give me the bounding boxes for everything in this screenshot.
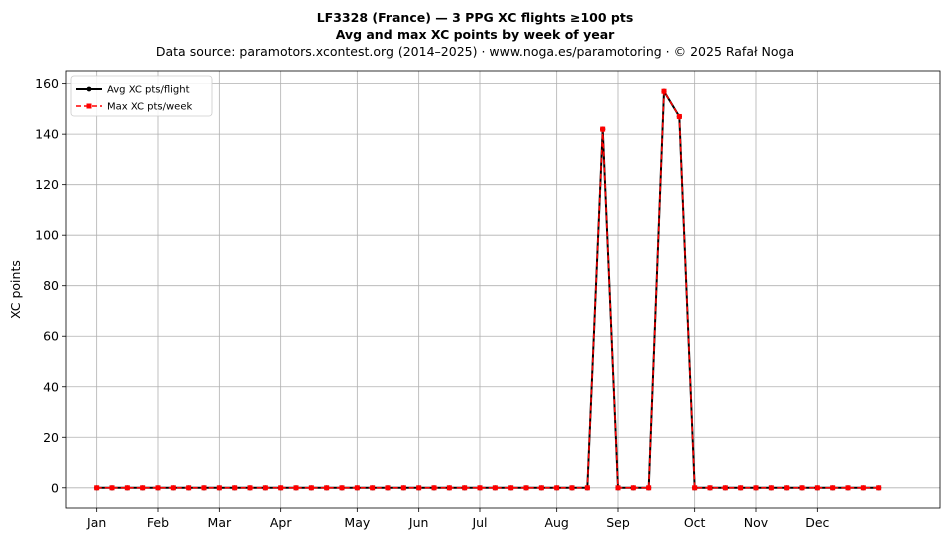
x-tick-label: May (344, 515, 370, 530)
max-data-point (477, 485, 483, 491)
data-source-caption: Data source: paramotors.xcontest.org (20… (155, 44, 795, 59)
max-data-point (308, 485, 314, 491)
x-tick-label: Sep (606, 515, 630, 530)
max-data-point (646, 485, 652, 491)
max-data-point (431, 485, 437, 491)
max-data-point (247, 485, 253, 491)
max-data-point (799, 485, 805, 491)
max-data-point (278, 485, 284, 491)
y-tick-label: 160 (35, 76, 59, 91)
legend: Avg XC pts/flight Max XC pts/week (70, 75, 213, 117)
max-data-point (416, 485, 422, 491)
max-data-point (446, 485, 452, 491)
legend-max-label: Max XC pts/week (107, 102, 192, 113)
max-data-point (354, 485, 360, 491)
max-data-point (538, 485, 544, 491)
max-data-point (293, 485, 299, 491)
max-data-point (385, 485, 391, 491)
max-data-point (201, 485, 207, 491)
max-data-point (615, 485, 621, 491)
max-data-point (845, 485, 851, 491)
max-data-point (492, 485, 498, 491)
max-data-point (584, 485, 590, 491)
max-data-point (707, 485, 713, 491)
max-data-point (186, 485, 192, 491)
avg-series-line (96, 90, 879, 489)
legend-avg-label: Avg XC pts/flight (107, 85, 190, 96)
x-tick-label: Jul (471, 515, 487, 530)
max-data-point (462, 485, 468, 491)
legend-avg-marker (86, 86, 92, 92)
chart-title: LF3328 (France) — 3 PPG XC flights ≥100 … (316, 10, 634, 25)
max-series-line (96, 90, 879, 489)
y-tick-label: 0 (51, 480, 59, 495)
max-data-point (722, 485, 728, 491)
max-data-point (523, 485, 529, 491)
x-tick-label: Feb (147, 515, 169, 530)
x-tick-label: Jan (86, 515, 106, 530)
max-data-point (155, 485, 161, 491)
y-axis-label: XC points (8, 260, 23, 319)
chart-subtitle: Avg and max XC points by week of year (335, 27, 615, 42)
max-data-point (692, 485, 698, 491)
max-data-point (784, 485, 790, 491)
title-block: LF3328 (France) — 3 PPG XC flights ≥100 … (0, 9, 950, 60)
plot-frame (65, 70, 941, 509)
max-data-point (339, 485, 345, 491)
max-data-point (262, 485, 268, 491)
y-tick-label: 80 (43, 278, 59, 293)
max-data-point (876, 485, 882, 491)
max-data-point (109, 485, 115, 491)
x-tick-label: Jun (408, 515, 429, 530)
x-tick-label: Dec (805, 515, 829, 530)
max-data-point (370, 485, 376, 491)
max-data-point (676, 113, 682, 119)
max-data-point (140, 485, 146, 491)
x-tick-label: Aug (544, 515, 568, 530)
max-data-point (400, 485, 406, 491)
max-data-point (324, 485, 330, 491)
x-tick-label: Nov (744, 515, 769, 530)
max-data-point (661, 88, 667, 94)
y-tick-label: 60 (43, 329, 59, 344)
max-data-point (753, 485, 759, 491)
max-data-point (738, 485, 744, 491)
x-tick-label: Oct (684, 515, 706, 530)
max-data-point (600, 126, 606, 132)
max-data-point (768, 485, 774, 491)
y-tick-label: 20 (43, 430, 59, 445)
max-data-point (216, 485, 222, 491)
max-data-point (630, 485, 636, 491)
max-data-point (508, 485, 514, 491)
max-data-point (554, 485, 560, 491)
max-data-point (170, 485, 176, 491)
y-tick-label: 40 (43, 379, 59, 394)
max-data-point (569, 485, 575, 491)
max-data-point (232, 485, 238, 491)
legend-box (70, 75, 213, 117)
x-tick-label: Mar (208, 515, 232, 530)
max-data-point (830, 485, 836, 491)
y-tick-label: 100 (35, 228, 59, 243)
y-tick-label: 120 (35, 177, 59, 192)
max-data-point (860, 485, 866, 491)
y-tick-label: 140 (35, 127, 59, 142)
x-tick-label: Apr (270, 515, 292, 530)
max-data-point (124, 485, 130, 491)
max-data-point (94, 485, 100, 491)
max-data-point (814, 485, 820, 491)
legend-max-marker (86, 103, 92, 109)
